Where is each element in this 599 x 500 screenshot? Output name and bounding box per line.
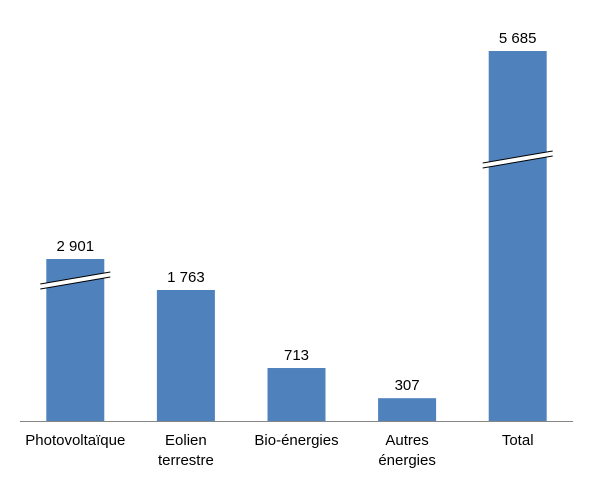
bar-3	[378, 398, 437, 421]
category-label-line: Autres	[385, 432, 428, 449]
data-label-3: 307	[395, 377, 420, 394]
bars-group	[46, 51, 547, 421]
axis-break-line-bottom-0	[40, 276, 111, 290]
data-label-0: 2 901	[57, 238, 95, 255]
category-label-line: énergies	[378, 452, 436, 469]
bar-2	[267, 368, 326, 421]
category-label-3: Autres énergies	[378, 432, 436, 469]
category-label-line: Eolien	[165, 432, 207, 449]
data-labels-group: 2 901 1 763 713 307 5 685	[57, 30, 537, 394]
category-label-4: Total	[502, 432, 534, 449]
data-label-2: 713	[284, 347, 309, 364]
axis-break-line-top-4	[482, 150, 553, 164]
axis-break-band-4	[482, 151, 553, 168]
axis-break-line-bottom-4	[482, 155, 553, 169]
category-label-line: Photovoltaïque	[25, 432, 125, 449]
category-label-line: terrestre	[158, 452, 214, 469]
axis-break-line-top-0	[40, 271, 111, 285]
category-label-line: Total	[502, 432, 534, 449]
bar-4	[488, 51, 547, 421]
axis-breaks-group	[40, 150, 553, 290]
category-label-line: Bio-énergies	[254, 432, 338, 449]
bar-1	[156, 290, 215, 421]
category-labels-group: Photovoltaïque Eolien terrestre Bio-énergie…	[25, 432, 533, 469]
axis-break-band-0	[40, 272, 111, 289]
data-label-1: 1 763	[167, 269, 205, 286]
category-label-1: Eolien terrestre	[158, 432, 214, 469]
data-label-4: 5 685	[499, 30, 537, 47]
category-label-0: Photovoltaïque	[25, 432, 125, 449]
category-label-2: Bio-énergies	[254, 432, 338, 449]
